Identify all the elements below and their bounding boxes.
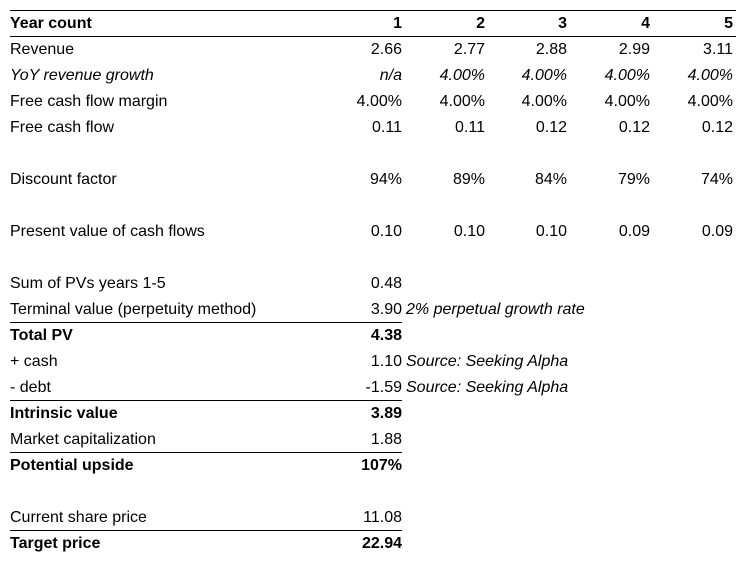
cell-value: 3.90 (370, 301, 402, 318)
cell-value: 0.12 (701, 119, 733, 136)
cell-value: 4.00% (687, 93, 733, 110)
year-3-header: 3 (558, 15, 567, 32)
row-label: Present value of cash flows (10, 223, 205, 240)
cell-value: 4.00% (439, 67, 485, 84)
total-pv-top-border (10, 322, 402, 323)
cell-value: 4.00% (604, 93, 650, 110)
row-label: + cash (10, 353, 58, 370)
cell-value: -1.59 (365, 379, 402, 396)
row-label: Free cash flow margin (10, 93, 168, 110)
row-label: Current share price (10, 509, 147, 526)
row-label: Intrinsic value (10, 405, 118, 422)
upside-top-border (10, 452, 402, 453)
cell-value: 11.08 (363, 509, 402, 526)
cell-value: 0.09 (618, 223, 650, 240)
cell-value: 0.09 (701, 223, 733, 240)
cell-note: 2% perpetual growth rate (406, 301, 585, 318)
header-row: Year count 1 2 3 4 5 (10, 11, 736, 37)
row-label: Sum of PVs years 1-5 (10, 275, 166, 292)
header-label: Year count (10, 15, 92, 32)
revenue-row: Revenue 2.66 2.77 2.88 2.99 3.11 (10, 37, 736, 63)
cell-note: Source: Seeking Alpha (406, 379, 569, 396)
cell-value: 4.00% (687, 67, 733, 84)
market-cap-row: Market capitalization 1.88 (10, 427, 736, 453)
year-2-header: 2 (476, 15, 485, 32)
year-4-header: 4 (641, 15, 650, 32)
cash-row: + cash 1.10 Source: Seeking Alpha (10, 349, 736, 375)
row-label: Discount factor (10, 171, 117, 188)
current-price-row: Current share price 11.08 (10, 505, 736, 531)
cell-value: 1.10 (370, 353, 402, 370)
fcf-row: Free cash flow 0.11 0.11 0.12 0.12 0.12 (10, 115, 736, 141)
cell-value: n/a (379, 67, 402, 84)
year-5-header: 5 (724, 15, 733, 32)
cell-value: 4.00% (439, 93, 485, 110)
cell-value: 2.99 (618, 41, 650, 58)
fcf-margin-row: Free cash flow margin 4.00% 4.00% 4.00% … (10, 89, 736, 115)
target-price-row: Target price 22.94 (10, 531, 736, 557)
header-bottom-border (10, 36, 736, 37)
cell-value: 0.11 (455, 119, 485, 136)
cell-value: 4.00% (521, 93, 567, 110)
row-label: Free cash flow (10, 119, 115, 136)
cell-note: Source: Seeking Alpha (406, 353, 569, 370)
cell-value: 0.12 (535, 119, 567, 136)
sum-pvs-row: Sum of PVs years 1-5 0.48 (10, 271, 736, 297)
cell-value: 22.94 (361, 535, 402, 552)
row-label: YoY revenue growth (10, 67, 154, 84)
header-top-border (10, 10, 736, 11)
cell-value: 2.77 (453, 41, 485, 58)
cell-value: 89% (452, 171, 485, 188)
debt-row: - debt -1.59 Source: Seeking Alpha (10, 375, 736, 401)
cell-value: 2.66 (370, 41, 402, 58)
cell-value: 0.11 (372, 119, 402, 136)
cell-value: 0.12 (618, 119, 650, 136)
cell-value: 0.48 (370, 275, 402, 292)
cell-value: 2.88 (535, 41, 567, 58)
yoy-growth-row: YoY revenue growth n/a 4.00% 4.00% 4.00%… (10, 63, 736, 89)
intrinsic-value-row: Intrinsic value 3.89 (10, 401, 736, 427)
cell-value: 0.10 (370, 223, 402, 240)
cell-value: 0.10 (535, 223, 567, 240)
cell-value: 79% (617, 171, 650, 188)
row-label: Terminal value (perpetuity method) (10, 301, 257, 318)
cell-value: 1.88 (370, 431, 402, 448)
cell-value: 94% (369, 171, 402, 188)
total-pv-row: Total PV 4.38 (10, 323, 736, 349)
cell-value: 84% (534, 171, 567, 188)
intrinsic-value-top-border (10, 400, 402, 401)
row-label: Total PV (10, 327, 73, 344)
potential-upside-row: Potential upside 107% (10, 453, 736, 479)
cell-value: 4.00% (521, 67, 567, 84)
cell-value: 74% (700, 171, 733, 188)
row-label: - debt (10, 379, 51, 396)
row-label: Revenue (10, 41, 75, 58)
row-label: Potential upside (10, 457, 134, 474)
terminal-value-row: Terminal value (perpetuity method) 3.90 … (10, 297, 736, 323)
cell-value: 0.10 (453, 223, 485, 240)
row-label: Market capitalization (10, 431, 156, 448)
row-label: Target price (10, 535, 101, 552)
cell-value: 3.11 (703, 41, 733, 58)
cell-value: 3.89 (370, 405, 402, 422)
cell-value: 4.00% (604, 67, 650, 84)
target-price-top-border (10, 530, 402, 531)
pv-cash-flows-row: Present value of cash flows 0.10 0.10 0.… (10, 219, 736, 245)
cell-value: 4.38 (370, 327, 402, 344)
cell-value: 107% (361, 457, 402, 474)
discount-factor-row: Discount factor 94% 89% 84% 79% 74% (10, 167, 736, 193)
year-1-header: 1 (393, 15, 402, 32)
cell-value: 4.00% (356, 93, 402, 110)
